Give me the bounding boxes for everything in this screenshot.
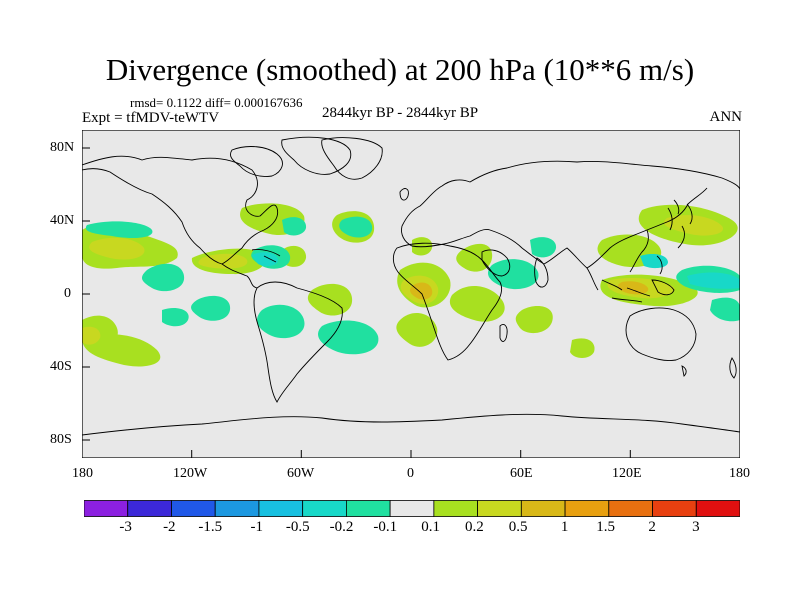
lat-label: 80S	[50, 432, 72, 447]
period-label: 2844kyr BP - 2844kyr BP	[322, 105, 479, 121]
season-label: ANN	[709, 109, 743, 125]
colorbar-swatch	[345, 500, 391, 517]
colorbar-swatch	[84, 500, 129, 517]
colorbar-swatch	[433, 500, 478, 517]
lat-label: 40S	[50, 359, 72, 374]
colorbar-label: -0.2	[329, 519, 354, 535]
plot-title: Divergence (smoothed) at 200 hPa (10**6 …	[105, 52, 695, 87]
colorbar-swatch	[695, 500, 740, 517]
colorbar-swatch	[389, 500, 435, 517]
stats-text: rmsd= 0.1122 diff= 0.000167636	[130, 95, 303, 110]
divergence-map	[82, 130, 740, 458]
colorbar-swatch	[302, 500, 347, 517]
lon-label: 120W	[173, 466, 208, 481]
colorbar-swatch	[214, 500, 260, 517]
lon-label: 180	[729, 466, 750, 481]
colorbar-label: 1.5	[596, 519, 615, 535]
colorbar-label: -1.5	[198, 519, 223, 535]
colorbar	[84, 500, 740, 517]
colorbar-swatch	[258, 500, 304, 517]
colorbar-label: -0.1	[373, 519, 398, 535]
lat-label: 80N	[50, 140, 75, 155]
lon-label: 0	[407, 466, 414, 481]
colorbar-swatch	[564, 500, 610, 517]
colorbar-label: 3	[692, 519, 700, 535]
colorbar-swatch	[520, 500, 566, 517]
colorbar-swatch	[608, 500, 653, 517]
colorbar-label: 0.5	[508, 519, 528, 535]
colorbar-swatch	[652, 500, 697, 517]
colorbar-label: 2	[648, 519, 656, 535]
lon-label: 60W	[287, 466, 315, 481]
lat-label: 0	[64, 286, 71, 301]
colorbar-label: -2	[163, 519, 176, 535]
lon-label: 60E	[510, 466, 533, 481]
lon-label: 120E	[612, 466, 642, 481]
colorbar-swatch	[171, 500, 216, 517]
colorbar-label: 0.2	[465, 519, 484, 535]
axis-ticks	[82, 147, 631, 458]
colorbar-swatch	[477, 500, 522, 517]
lon-label: 180	[72, 466, 93, 481]
lat-label: 40N	[50, 213, 75, 228]
colorbar-label: -1	[250, 519, 264, 535]
experiment-label: Expt = tfMDV-teWTV	[82, 110, 220, 126]
colorbar-label: -3	[119, 519, 132, 535]
colorbar-label: -0.5	[285, 519, 310, 535]
colorbar-label: 1	[560, 519, 569, 535]
divergence-field	[82, 203, 740, 367]
colorbar-label: 0.1	[421, 519, 441, 535]
colorbar-swatch	[127, 500, 172, 517]
coastlines	[82, 136, 740, 436]
